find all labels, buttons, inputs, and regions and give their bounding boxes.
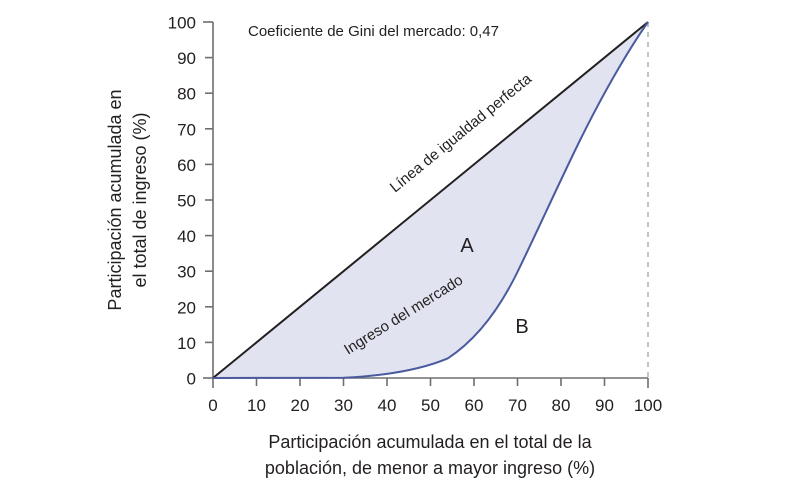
x-tick-label: 90	[595, 396, 614, 415]
y-tick-label: 50	[177, 192, 196, 211]
y-tick-label: 60	[177, 156, 196, 175]
y-tick-label: 70	[177, 120, 196, 139]
y-tick-label: 0	[187, 370, 196, 389]
y-tick-label: 10	[177, 334, 196, 353]
x-tick-label: 50	[421, 396, 440, 415]
region-label-a: A	[460, 235, 474, 257]
y-axis-title-line2: el total de ingreso (%)	[130, 112, 150, 287]
x-tick-label: 70	[508, 396, 527, 415]
x-tick-label: 0	[208, 396, 217, 415]
x-axis-title-line1: Participación acumulada en el total de l…	[268, 432, 592, 452]
y-tick-label: 30	[177, 263, 196, 282]
x-tick-labels: 0 10 20 30 40 50 60 70 80 90 100	[208, 396, 662, 415]
region-label-b: B	[515, 316, 528, 338]
x-axis-title-line2: población, de menor a mayor ingreso (%)	[265, 458, 595, 478]
y-tick-label: 80	[177, 85, 196, 104]
lorenz-curve	[212, 21, 649, 380]
x-tick-label: 10	[247, 396, 266, 415]
perfect-equality-line	[212, 21, 649, 379]
x-tick-label: 20	[291, 396, 310, 415]
x-tick-label: 30	[334, 396, 353, 415]
gini-annotation: Coeficiente de Gini del mercado: 0,47	[248, 23, 499, 40]
x-tick-label: 40	[378, 396, 397, 415]
x-tick-label: 100	[634, 396, 662, 415]
x-axis-ticks	[212, 378, 649, 388]
y-tick-label: 40	[177, 227, 196, 246]
x-tick-label: 80	[552, 396, 571, 415]
y-axis-ticks	[203, 21, 213, 379]
y-tick-label: 90	[177, 49, 196, 68]
y-tick-labels: 0 10 20 30 40 50 60 70 80 90 100	[168, 14, 196, 389]
y-axis-title-line1: Participación acumulada en	[105, 89, 125, 310]
x-tick-label: 60	[465, 396, 484, 415]
y-tick-label: 100	[168, 14, 196, 33]
y-tick-label: 20	[177, 298, 196, 317]
